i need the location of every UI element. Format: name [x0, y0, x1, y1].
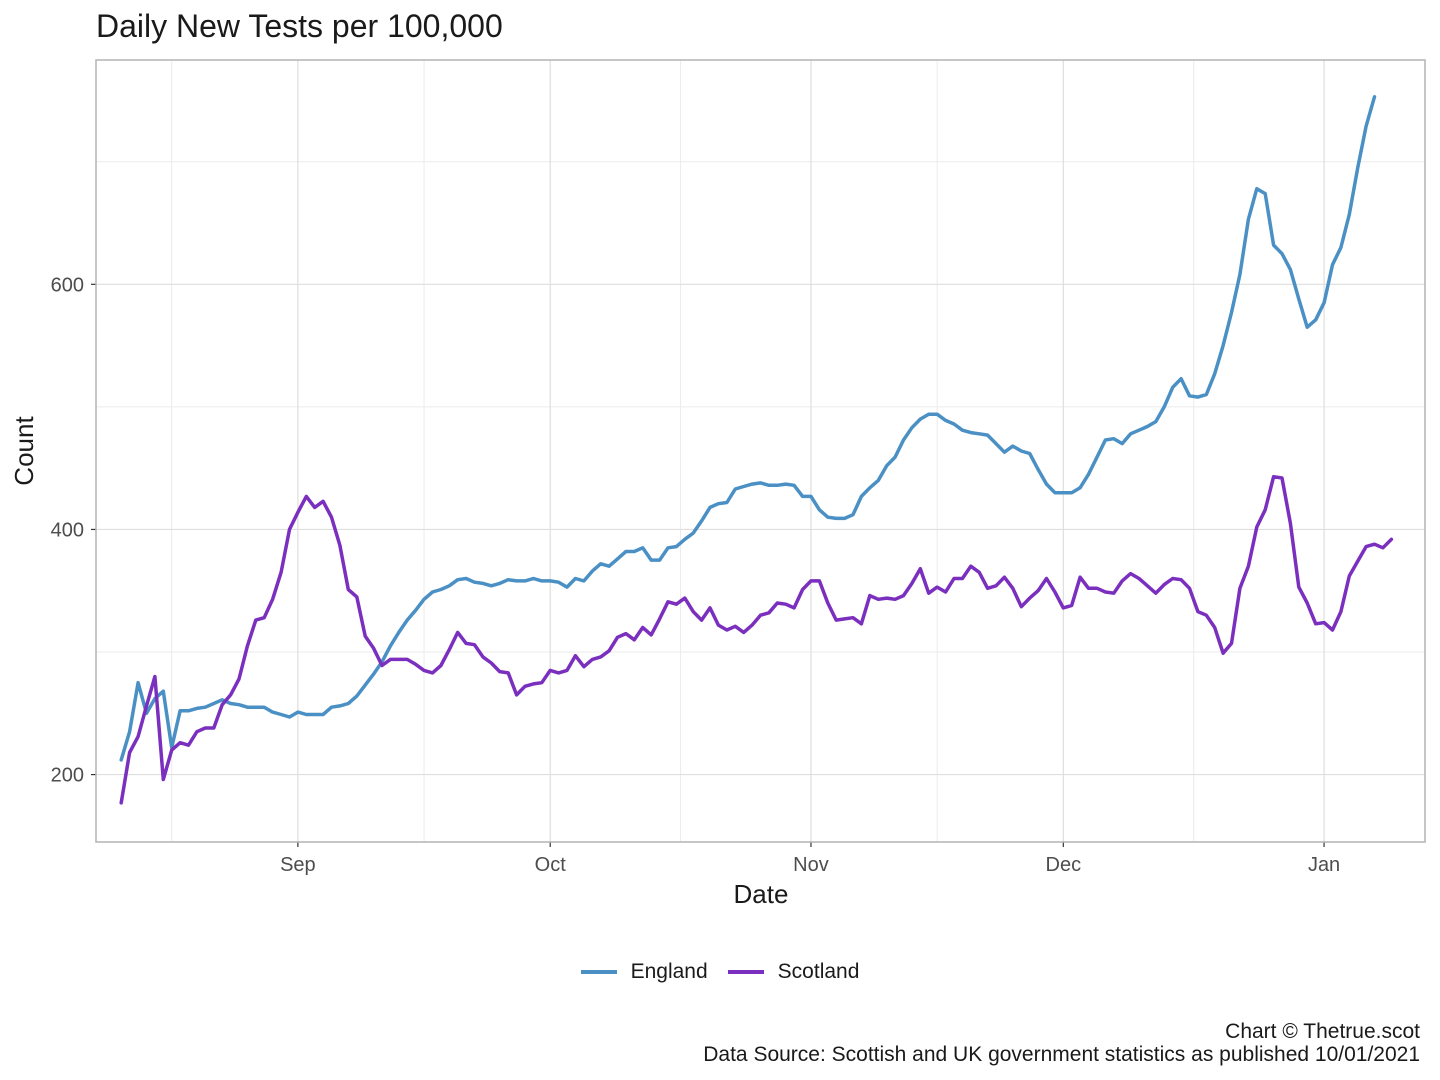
y-axis-title: Count	[9, 416, 39, 486]
panel-border	[95, 59, 1426, 843]
series-line-england	[119, 95, 1377, 762]
x-tick-label: Oct	[535, 854, 567, 876]
chart-title: Daily New Tests per 100,000	[96, 8, 503, 44]
x-tick-label: Jan	[1308, 854, 1340, 876]
legend-item-scotland: Scotland	[727, 960, 860, 984]
series-line-scotland	[119, 474, 1394, 805]
legend: England Scotland	[0, 960, 1440, 984]
legend-item-england: England	[580, 960, 708, 984]
y-tick-label: 200	[51, 765, 84, 787]
x-axis-title: Date	[734, 879, 789, 909]
y-tick-label: 400	[51, 519, 84, 541]
x-tick-label: Sep	[280, 854, 316, 876]
legend-label-england: England	[630, 960, 708, 983]
legend-key-scotland	[727, 970, 764, 974]
legend-label-scotland: Scotland	[777, 960, 860, 983]
y-tick-label: 600	[51, 274, 84, 296]
legend-key-england	[580, 970, 617, 974]
chart-credit: Chart © Thetrue.scot	[1225, 1020, 1420, 1043]
data-source: Data Source: Scottish and UK government …	[703, 1043, 1420, 1066]
x-tick-label: Nov	[793, 854, 829, 876]
x-tick-label: Dec	[1046, 854, 1082, 876]
